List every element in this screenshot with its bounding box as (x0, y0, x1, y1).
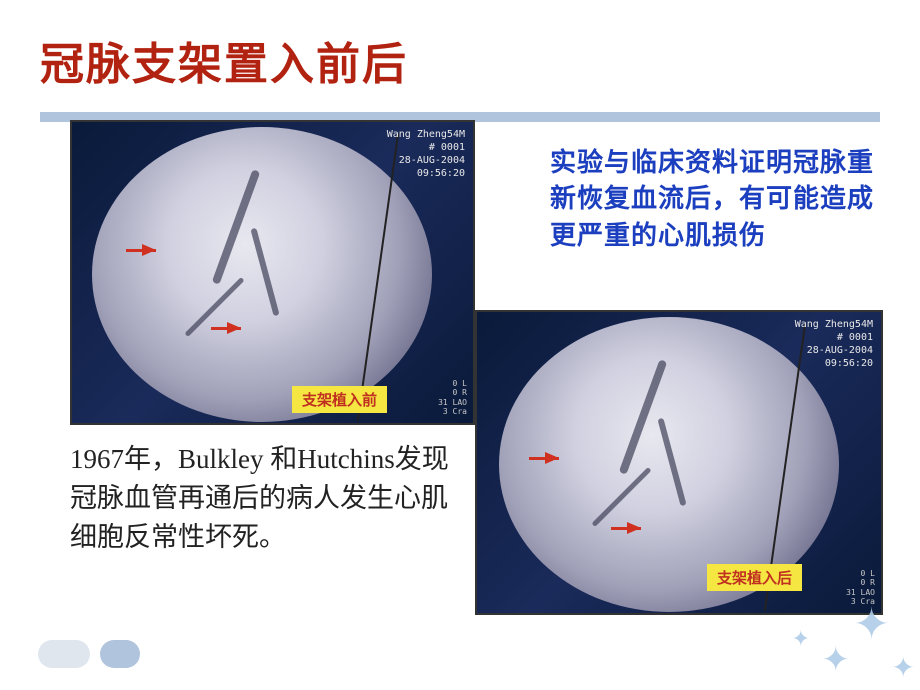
highlight-note: 实验与临床资料证明冠脉重新恢复血流后，有可能造成更严重的心肌损伤 (550, 145, 890, 254)
slide-title: 冠脉支架置入前后 (40, 28, 408, 92)
scan-meta-top: Wang Zheng54M # 0001 28-AUG-2004 09:56:2… (795, 318, 873, 370)
pill-icon (38, 640, 90, 668)
body-paragraph: 1967年，Bulkley 和Hutchins发现冠脉血管再通后的病人发生心肌细… (70, 440, 470, 557)
star-icon (822, 640, 851, 680)
pointer-arrow-icon (142, 244, 156, 256)
image-caption-after: 支架植入后 (707, 564, 802, 591)
pointer-arrow-icon (627, 522, 641, 534)
angiogram-before: Wang Zheng54M # 0001 28-AUG-2004 09:56:2… (70, 120, 475, 425)
footer-decoration (38, 640, 140, 668)
pill-icon (100, 640, 140, 668)
scan-circle (92, 127, 432, 422)
pointer-arrow-icon (545, 452, 559, 464)
star-icon (792, 626, 810, 652)
angiogram-after: Wang Zheng54M # 0001 28-AUG-2004 09:56:2… (475, 310, 883, 615)
scan-meta-top: Wang Zheng54M # 0001 28-AUG-2004 09:56:2… (387, 128, 465, 180)
image-caption-before: 支架植入前 (292, 386, 387, 413)
star-icon (853, 599, 890, 650)
star-icon (892, 651, 915, 685)
scan-meta-bottom: 0 L 0 R 31 LAO 3 Cra (438, 379, 467, 417)
pointer-arrow-icon (227, 322, 241, 334)
